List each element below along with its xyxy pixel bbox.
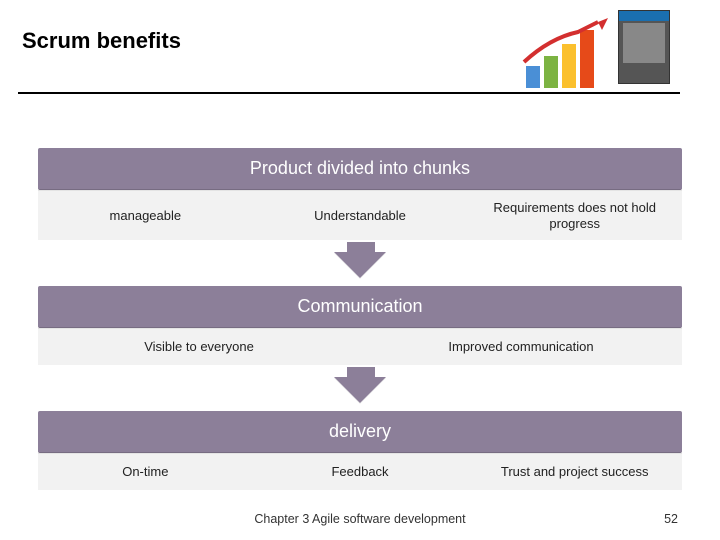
block-communication: Communication Visible to everyone Improv… xyxy=(38,286,682,365)
cell: Requirements does not hold progress xyxy=(467,191,682,240)
block-header: delivery xyxy=(38,411,682,453)
block-row: manageable Understandable Requirements d… xyxy=(38,190,682,240)
cell: Feedback xyxy=(253,454,468,490)
footer-text: Chapter 3 Agile software development xyxy=(0,512,720,526)
block-header: Product divided into chunks xyxy=(38,148,682,190)
block-product: Product divided into chunks manageable U… xyxy=(38,148,682,240)
cell: On-time xyxy=(38,454,253,490)
block-row: On-time Feedback Trust and project succe… xyxy=(38,453,682,490)
block-delivery: delivery On-time Feedback Trust and proj… xyxy=(38,411,682,490)
cell: manageable xyxy=(38,191,253,240)
arrow-down-icon xyxy=(334,377,386,403)
page-number: 52 xyxy=(664,512,678,526)
cell: Understandable xyxy=(253,191,468,240)
chart-graphic xyxy=(520,18,610,93)
slide-title: Scrum benefits xyxy=(22,28,720,54)
cell: Visible to everyone xyxy=(38,329,360,365)
cell: Improved communication xyxy=(360,329,682,365)
cell: Trust and project success xyxy=(467,454,682,490)
slide-header: Scrum benefits xyxy=(0,0,720,100)
block-header: Communication xyxy=(38,286,682,328)
arrow-stem xyxy=(347,242,375,252)
title-divider xyxy=(18,92,680,94)
arrow-stem xyxy=(347,367,375,377)
diagram-content: Product divided into chunks manageable U… xyxy=(38,148,682,496)
book-graphic xyxy=(618,10,670,84)
arrow-down-icon xyxy=(334,252,386,278)
block-row: Visible to everyone Improved communicati… xyxy=(38,328,682,365)
